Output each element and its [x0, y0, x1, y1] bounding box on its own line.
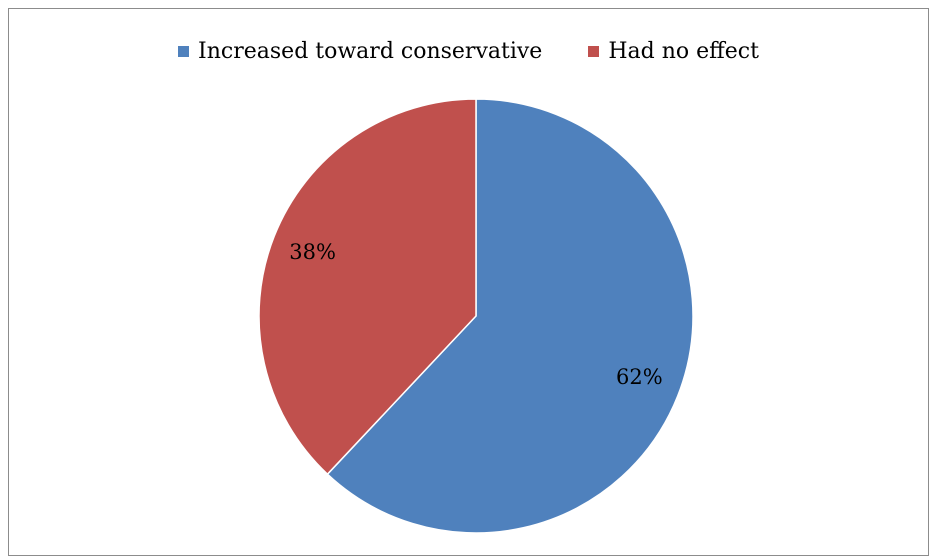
pie-chart: 62% 38%	[258, 98, 694, 534]
pie-slice-increased-toward-conservative	[326, 98, 694, 534]
data-label: 38%	[289, 240, 336, 264]
legend-label: Increased toward conservative	[198, 39, 543, 64]
legend-item-had-no-effect: Had no effect	[588, 39, 759, 64]
pie-slice-had-no-effect	[258, 98, 477, 476]
chart-legend: Increased toward conservative Had no eff…	[9, 39, 928, 64]
legend-item-increased-toward-conservative: Increased toward conservative	[178, 39, 542, 64]
data-label: 62%	[616, 365, 663, 389]
legend-swatch-red	[588, 46, 600, 57]
legend-label: Had no effect	[608, 39, 759, 64]
chart-area: Increased toward conservative Had no eff…	[8, 8, 929, 556]
legend-swatch-blue	[178, 46, 190, 57]
